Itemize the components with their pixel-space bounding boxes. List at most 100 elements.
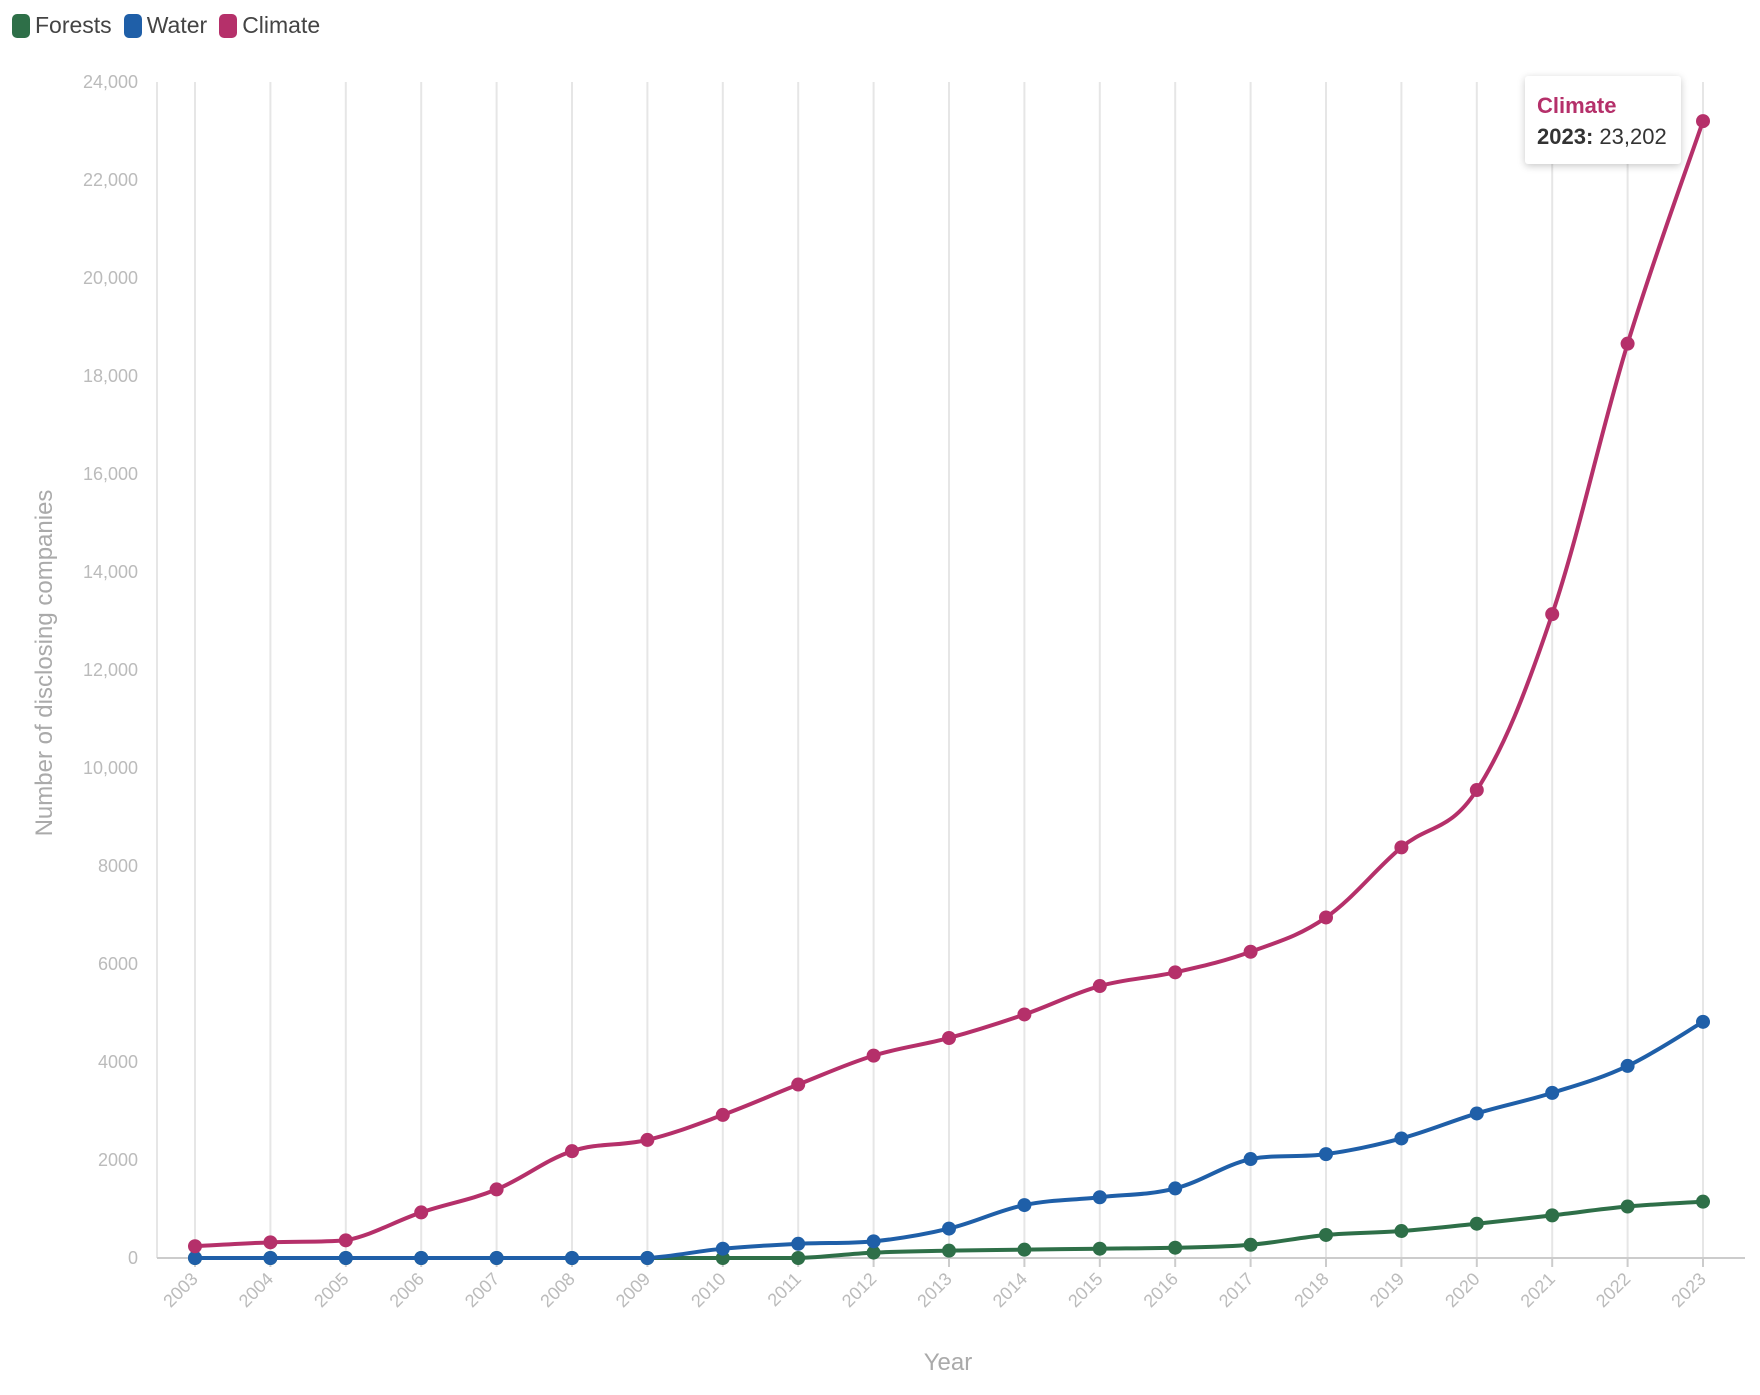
data-point-water-2018 — [1319, 1147, 1333, 1162]
y-tick-label-2000: 2000 — [98, 1150, 138, 1170]
data-point-forests-2013 — [942, 1243, 956, 1258]
x-tick-label-2012: 2012 — [838, 1269, 880, 1311]
data-point-climate-2006 — [414, 1205, 429, 1220]
x-tick-label-2003: 2003 — [159, 1269, 201, 1311]
data-point-climate-2005 — [338, 1233, 353, 1248]
legend-swatch — [12, 13, 30, 38]
data-point-water-2015 — [1092, 1190, 1107, 1205]
data-point-water-2017 — [1243, 1152, 1258, 1167]
x-axis-ticks: 2003 2004 2005 2006 2007 2008 2009 2010 2011 2012… — [159, 1258, 1710, 1311]
x-tick-label-2013: 2013 — [913, 1269, 955, 1311]
x-tick-label-2011: 2011 — [764, 1269, 806, 1311]
data-point-climate-2023 — [1696, 114, 1710, 129]
data-point-water-2010 — [715, 1241, 730, 1256]
y-tick-label-16000: 16,000 — [83, 464, 138, 484]
y-axis-title: Number of disclosing companies — [31, 490, 58, 837]
legend-label: Water — [146, 12, 208, 38]
data-point-climate-2011 — [791, 1077, 806, 1092]
data-point-climate-2019 — [1394, 840, 1409, 855]
series-climate — [188, 114, 1710, 1254]
data-point-forests-2022 — [1620, 1199, 1635, 1214]
data-point-forests-2023 — [1696, 1194, 1710, 1209]
data-point-climate-2003 — [188, 1239, 202, 1254]
data-point-water-2022 — [1620, 1058, 1635, 1073]
data-point-water-2016 — [1168, 1181, 1183, 1196]
vertical-gridlines — [156, 82, 1704, 1258]
data-point-forests-2016 — [1168, 1240, 1183, 1255]
data-point-climate-2021 — [1545, 607, 1560, 622]
data-point-water-2006 — [414, 1251, 429, 1265]
data-point-climate-2008 — [565, 1144, 579, 1159]
data-point-forests-2011 — [791, 1251, 806, 1265]
x-tick-label-2007: 2007 — [461, 1269, 503, 1311]
series-water — [188, 1014, 1710, 1265]
data-point-forests-2014 — [1017, 1242, 1032, 1257]
data-point-water-2019 — [1394, 1131, 1409, 1146]
x-tick-label-2008: 2008 — [536, 1269, 578, 1311]
y-tick-label-14000: 14,000 — [83, 562, 138, 582]
legend-item-climate[interactable]: Climate — [219, 12, 320, 39]
data-point-climate-2013 — [942, 1030, 956, 1045]
legend-item-water[interactable]: Water — [123, 12, 208, 39]
x-tick-label-2023: 2023 — [1667, 1269, 1709, 1311]
tooltip-value: 23,202 — [1599, 124, 1667, 150]
data-point-forests-2018 — [1319, 1227, 1333, 1242]
x-tick-label-2017: 2017 — [1215, 1269, 1257, 1311]
x-tick-label-2010: 2010 — [687, 1269, 729, 1311]
x-axis-title: Year — [924, 1349, 973, 1376]
data-point-forests-2012 — [866, 1245, 881, 1260]
data-point-climate-2016 — [1168, 965, 1183, 980]
data-point-climate-2015 — [1092, 979, 1107, 994]
data-point-climate-2004 — [263, 1235, 278, 1250]
data-point-water-2021 — [1545, 1085, 1560, 1100]
y-tick-label-8000: 8000 — [98, 856, 138, 876]
y-tick-label-24000: 24,000 — [83, 72, 138, 92]
x-tick-label-2016: 2016 — [1140, 1269, 1182, 1311]
data-point-climate-2010 — [715, 1107, 730, 1122]
y-tick-label-12000: 12,000 — [83, 660, 138, 680]
data-point-climate-2022 — [1620, 336, 1635, 351]
y-axis-ticks: 0 2000 4000 6000 8000 10,000 12,000 14,000 16,00… — [83, 72, 138, 1268]
data-point-climate-2007 — [489, 1182, 504, 1197]
data-point-forests-2019 — [1394, 1224, 1409, 1239]
data-point-water-2023 — [1696, 1014, 1710, 1029]
data-point-water-2008 — [565, 1251, 579, 1265]
tooltip-series-name: Climate — [1537, 93, 1617, 119]
x-tick-label-2018: 2018 — [1290, 1269, 1332, 1311]
x-tick-label-2020: 2020 — [1441, 1269, 1483, 1311]
legend-swatch — [219, 13, 238, 38]
data-point-climate-2018 — [1319, 910, 1333, 925]
data-point-climate-2014 — [1017, 1007, 1032, 1022]
x-tick-label-2004: 2004 — [235, 1269, 277, 1311]
data-point-water-2013 — [942, 1221, 956, 1236]
x-tick-label-2022: 2022 — [1592, 1269, 1634, 1311]
legend-item-forests[interactable]: Forests — [12, 12, 112, 39]
x-tick-label-2006: 2006 — [386, 1269, 428, 1311]
data-point-forests-2021 — [1545, 1208, 1560, 1223]
legend-label: Forests — [35, 12, 112, 38]
data-point-water-2011 — [791, 1236, 806, 1251]
data-point-water-2012 — [866, 1234, 881, 1249]
legend: Forests Water Climate — [12, 12, 320, 39]
data-point-forests-2020 — [1469, 1216, 1484, 1231]
tooltip-value-row: 2023: 23,202 — [1537, 121, 1667, 152]
data-point-forests-2015 — [1092, 1241, 1107, 1256]
x-tick-label-2021: 2021 — [1517, 1269, 1559, 1311]
data-point-water-2005 — [338, 1251, 353, 1265]
data-point-climate-2009 — [640, 1132, 655, 1147]
legend-label: Climate — [242, 12, 321, 38]
data-point-forests-2017 — [1243, 1237, 1258, 1252]
data-point-water-2004 — [263, 1251, 278, 1265]
x-tick-label-2005: 2005 — [310, 1269, 352, 1311]
tooltip-year: 2023: — [1537, 124, 1594, 150]
y-tick-label-22000: 22,000 — [83, 170, 138, 190]
data-point-climate-2017 — [1243, 944, 1258, 959]
y-tick-label-0: 0 — [128, 1248, 138, 1268]
x-tick-label-2009: 2009 — [612, 1269, 654, 1311]
tooltip: Climate 2023: 23,202 — [1525, 76, 1681, 165]
y-tick-label-18000: 18,000 — [83, 366, 138, 386]
data-point-water-2009 — [640, 1251, 655, 1265]
x-tick-label-2015: 2015 — [1064, 1269, 1106, 1311]
legend-swatch — [123, 13, 142, 38]
